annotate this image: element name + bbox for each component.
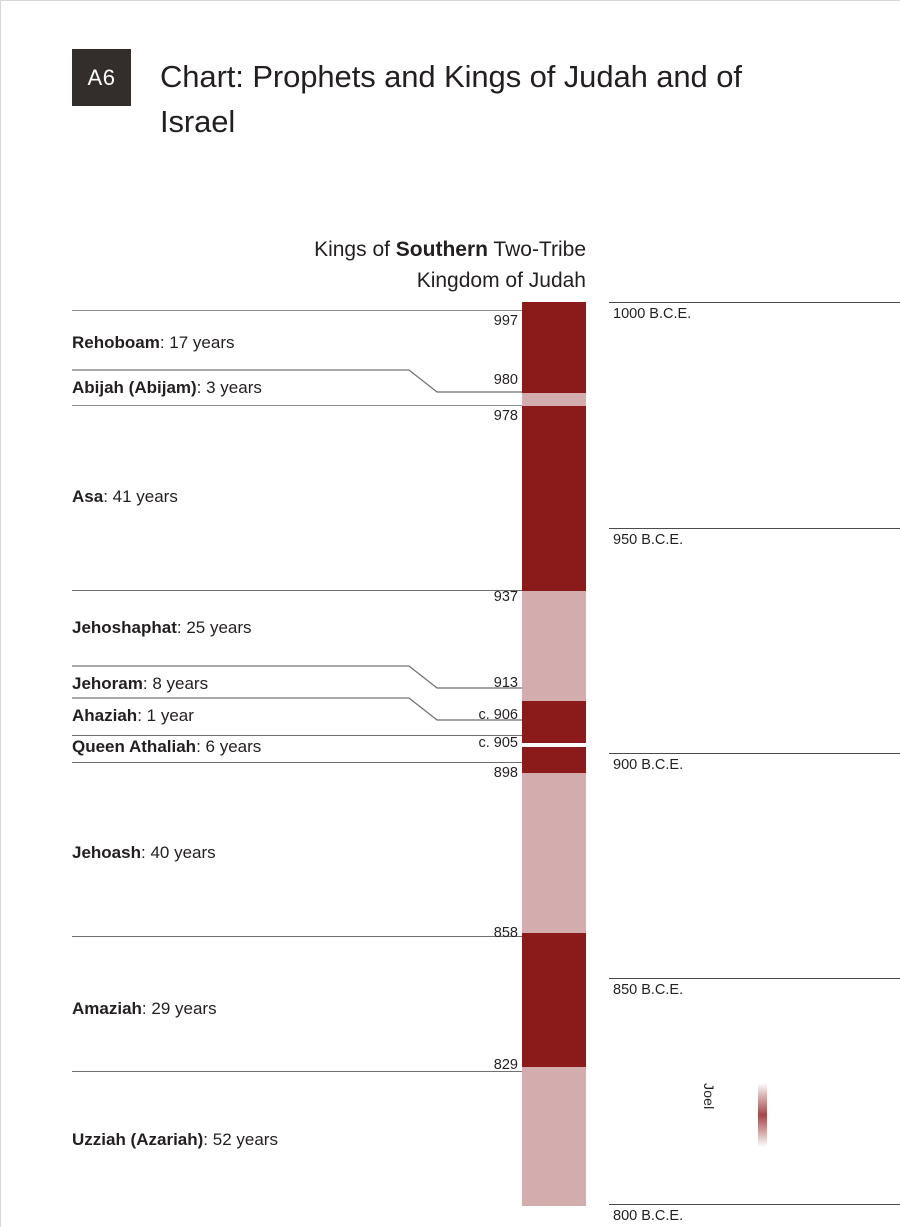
- column-subtitle: Kings of Southern Two-Tribe Kingdom of J…: [181, 234, 586, 296]
- king-name-abijah: Abijah (Abijam): [72, 378, 197, 397]
- timeline-rule-1000: [609, 302, 900, 303]
- rule-858: [72, 936, 522, 937]
- king-duration-athaliah: 6 years: [205, 737, 262, 756]
- year-label-829: 829: [493, 1057, 518, 1073]
- king-duration-rehoboam: 17 years: [169, 333, 235, 352]
- rule-978: [72, 405, 522, 406]
- timeline-label-800: 800 B.C.E.: [613, 1208, 684, 1224]
- prophet-marker-joel-bar: [758, 1083, 767, 1147]
- king-row-abijah: Abijah (Abijam): 3 years: [72, 378, 262, 398]
- year-label-905: c. 905: [478, 735, 519, 751]
- year-label-906: c. 906: [478, 707, 519, 723]
- rule-898: [72, 762, 522, 763]
- timeline-rule-850: [609, 978, 900, 979]
- king-row-amaziah: Amaziah: 29 years: [72, 999, 217, 1019]
- year-label-937: 937: [493, 589, 518, 605]
- king-row-jehoram: Jehoram: 8 years: [72, 674, 208, 694]
- king-sep-amaziah: :: [141, 999, 152, 1018]
- reign-band-asa: [522, 406, 586, 591]
- king-row-uzziah: Uzziah (Azariah): 52 years: [72, 1130, 278, 1150]
- reign-band-jehoash: [522, 773, 586, 933]
- king-duration-jehoshaphat: 25 years: [186, 618, 252, 637]
- timeline-rule-950: [609, 528, 900, 529]
- king-sep-jehoram: :: [142, 674, 153, 693]
- subtitle-pre: Kings of: [314, 238, 396, 261]
- leader-line-913: [72, 662, 522, 694]
- reign-band-column: [522, 302, 586, 1206]
- king-sep-jehoash: :: [140, 843, 151, 862]
- subtitle-bold: Southern: [395, 238, 488, 261]
- king-sep-abijah: :: [196, 378, 207, 397]
- reign-band-rehoboam: [522, 302, 586, 393]
- king-row-ahaziah: Ahaziah: 1 year: [72, 706, 194, 726]
- king-name-asa: Asa: [72, 487, 104, 506]
- reign-band-ahaziah: [522, 701, 586, 743]
- king-row-rehoboam: Rehoboam: 17 years: [72, 333, 235, 353]
- king-name-jehoram: Jehoram: [72, 674, 143, 693]
- king-row-jehoash: Jehoash: 40 years: [72, 843, 216, 863]
- reign-band-uzziah: [522, 1067, 586, 1206]
- page-title: Chart: Prophets and Kings of Judah and o…: [160, 59, 742, 139]
- king-name-uzziah: Uzziah (Azariah): [72, 1130, 204, 1149]
- king-sep-asa: :: [103, 487, 113, 506]
- timeline-rule-800: [609, 1204, 900, 1205]
- prophet-marker-joel-label: Joel: [701, 1083, 717, 1110]
- year-label-913: 913: [493, 675, 518, 691]
- rule-997: [72, 310, 522, 311]
- subtitle-post: Two-Tribe: [487, 238, 586, 261]
- rule-829: [72, 1071, 522, 1072]
- subtitle-line2: Kingdom of Judah: [416, 269, 586, 292]
- section-badge: A6: [72, 49, 131, 106]
- king-row-jehoshaphat: Jehoshaphat: 25 years: [72, 618, 252, 638]
- leader-line-980: [72, 366, 522, 398]
- king-sep-uzziah: :: [203, 1130, 213, 1149]
- king-duration-ahaziah: 1 year: [146, 706, 194, 725]
- king-name-athaliah: Queen Athaliah: [72, 737, 197, 756]
- king-row-asa: Asa: 41 years: [72, 487, 178, 507]
- king-duration-amaziah: 29 years: [151, 999, 217, 1018]
- king-sep-rehoboam: :: [159, 333, 170, 352]
- timeline-label-900: 900 B.C.E.: [613, 757, 684, 773]
- king-duration-uzziah: 52 years: [212, 1130, 278, 1149]
- year-label-978: 978: [493, 408, 518, 424]
- timeline-label-1000: 1000 B.C.E.: [613, 306, 692, 322]
- king-name-ahaziah: Ahaziah: [72, 706, 138, 725]
- year-label-898: 898: [493, 765, 518, 781]
- reign-band-abijah: [522, 393, 586, 406]
- king-sep-athaliah: :: [196, 737, 206, 756]
- year-label-997: 997: [493, 313, 518, 329]
- king-duration-jehoash: 40 years: [150, 843, 216, 862]
- timeline-label-850: 850 B.C.E.: [613, 982, 684, 998]
- reign-band-amaziah: [522, 933, 586, 1067]
- king-name-jehoash: Jehoash: [72, 843, 141, 862]
- leader-line-906: [72, 694, 522, 726]
- reign-band-athaliah: [522, 747, 586, 773]
- king-duration-jehoram: 8 years: [152, 674, 209, 693]
- king-sep-jehoshaphat: :: [176, 618, 187, 637]
- king-name-rehoboam: Rehoboam: [72, 333, 160, 352]
- year-label-980: 980: [493, 372, 518, 388]
- year-label-858: 858: [493, 925, 518, 941]
- rule-937: [72, 590, 522, 591]
- king-duration-asa: 41 years: [112, 487, 178, 506]
- timeline-rule-900: [609, 753, 900, 754]
- king-duration-abijah: 3 years: [206, 378, 262, 397]
- king-name-jehoshaphat: Jehoshaphat: [72, 618, 177, 637]
- king-row-athaliah: Queen Athaliah: 6 years: [72, 737, 261, 757]
- timeline-label-950: 950 B.C.E.: [613, 532, 684, 548]
- king-name-amaziah: Amaziah: [72, 999, 142, 1018]
- rule-905: [72, 735, 522, 736]
- king-sep-ahaziah: :: [137, 706, 147, 725]
- reign-band-jehoshaphat: [522, 591, 586, 699]
